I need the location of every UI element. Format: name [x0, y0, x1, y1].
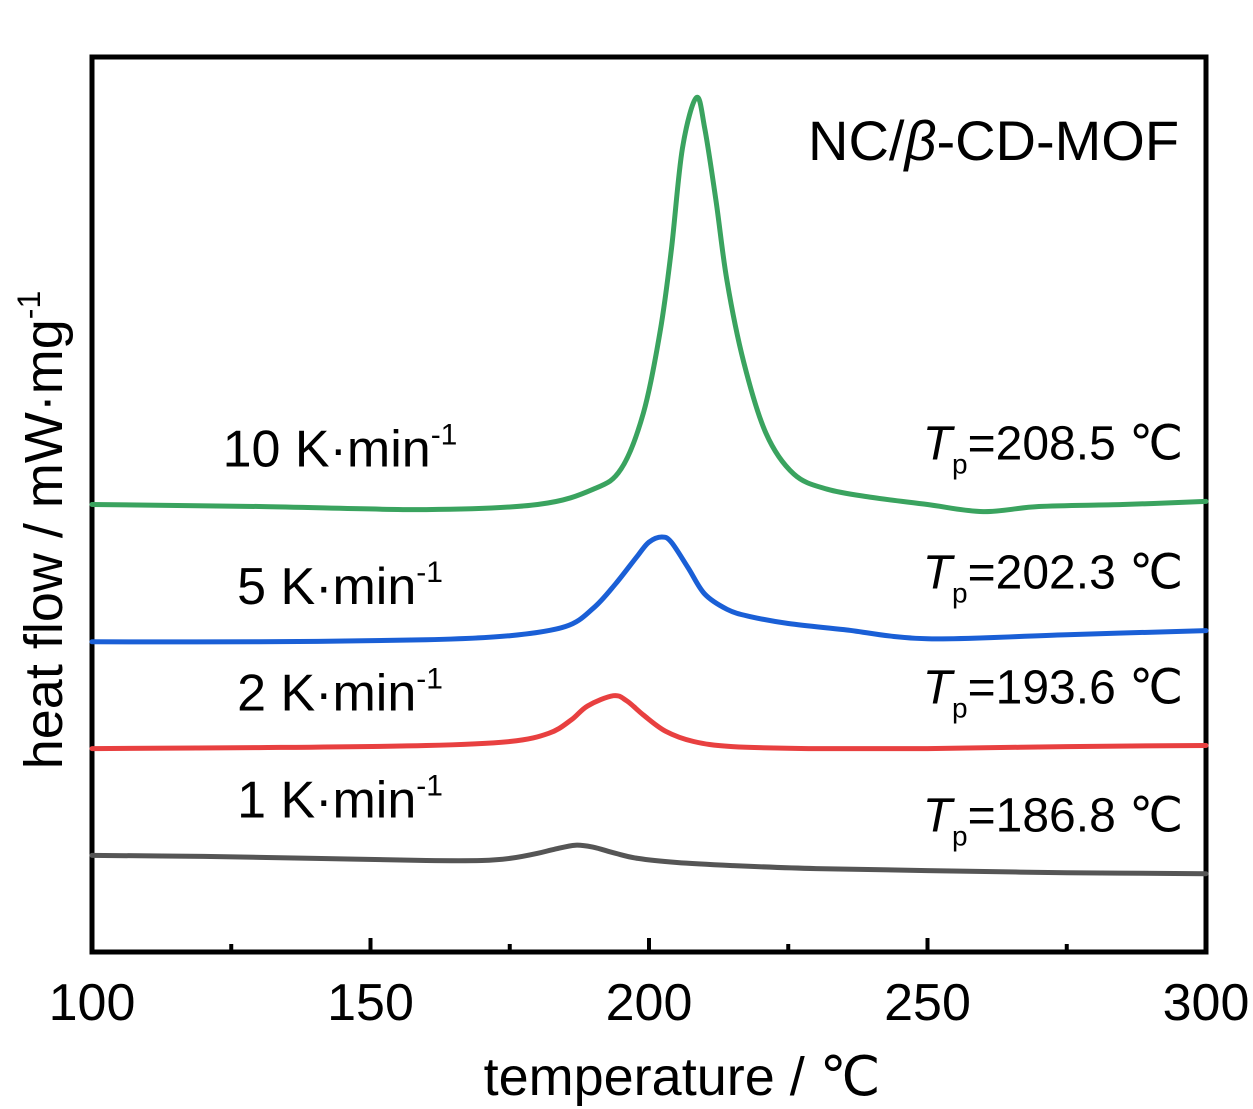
series-rate-label: 10 K·min-1	[223, 419, 458, 479]
chart-title-italic: β	[902, 109, 936, 172]
series-rate-label: 1 K·min-1	[237, 769, 443, 829]
y-axis-title: heat flow / mW·mg-1	[11, 291, 74, 770]
y-axis-title-main: heat flow / mW·mg	[14, 319, 74, 769]
series-line-1	[89, 693, 1209, 752]
chart-title-post: -CD-MOF	[936, 109, 1179, 172]
series-rate-label: 5 K·min-1	[237, 556, 443, 616]
series-rate-label: 2 K·min-1	[237, 663, 443, 723]
x-tick-label: 100	[49, 974, 136, 1032]
y-axis-title-sup: -1	[11, 291, 47, 319]
peak-temperature-label: Tp=208.5 ℃	[923, 417, 1183, 479]
series-line-2	[89, 534, 1209, 645]
peak-temperature-label: Tp=202.3 ℃	[923, 547, 1183, 609]
x-tick-label: 300	[1163, 974, 1250, 1032]
x-axis-ticks: 100 150 200 250 300	[49, 938, 1250, 1032]
chart-title: NC/β-CD-MOF	[808, 109, 1179, 172]
x-axis-title: temperature / ℃	[484, 1047, 881, 1107]
peak-temperature-label: Tp=186.8 ℃	[923, 790, 1183, 852]
x-tick-label: 200	[606, 974, 693, 1032]
series-line-3	[89, 94, 1209, 515]
series-lines	[89, 94, 1209, 877]
chart-title-pre: NC/	[808, 109, 905, 172]
series-labels: 1 K·min-1 Tp=186.8 ℃ 2 K·min-1 Tp=193.6 ℃ 5 …	[223, 417, 1183, 851]
series-line-0	[89, 842, 1209, 877]
x-tick-label: 150	[327, 974, 414, 1032]
x-tick-label: 250	[884, 974, 971, 1032]
peak-temperature-label: Tp=193.6 ℃	[923, 662, 1183, 724]
